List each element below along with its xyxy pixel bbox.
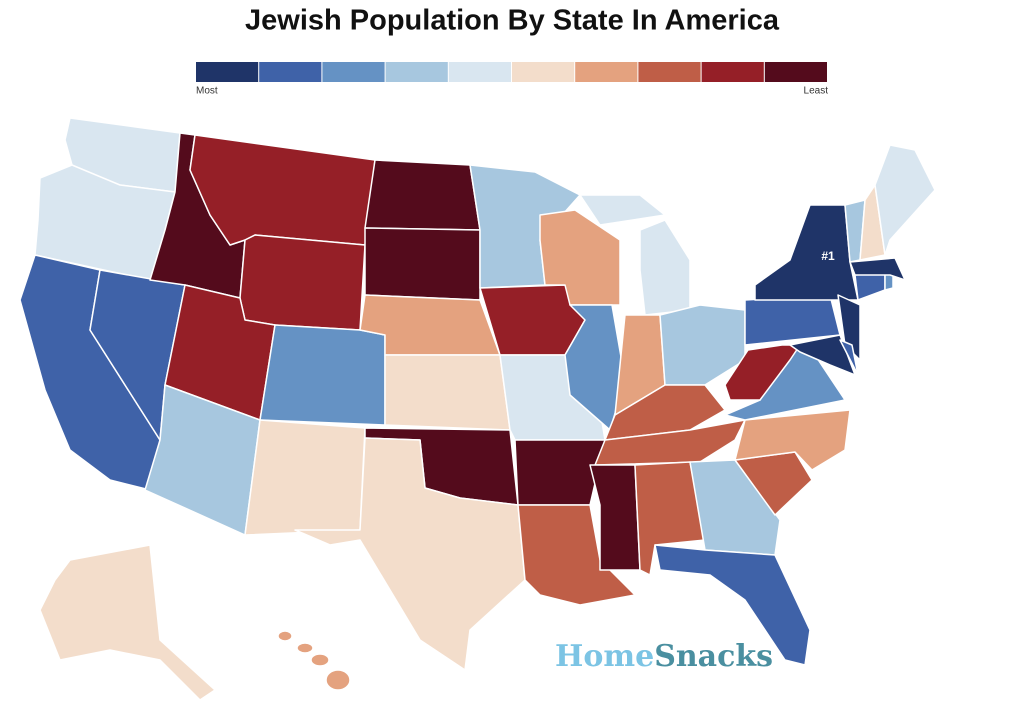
logo-part: Snacks [654,639,773,674]
state [654,544,811,666]
state [294,437,526,671]
state [849,257,906,281]
state [639,219,691,316]
state [854,271,886,301]
state [837,294,861,361]
state [364,159,481,231]
state [39,544,216,701]
legend-swatch [701,62,764,82]
state [144,384,261,536]
state [259,324,386,426]
state [310,653,330,667]
state [277,630,293,642]
state [517,504,636,606]
state [244,419,366,536]
legend-swatch [448,62,511,82]
legend-swatch [638,62,701,82]
logo: HomeSnacks [555,639,773,674]
title: Jewish Population By State In America [245,5,780,37]
legend-swatch [575,62,638,82]
states [19,117,936,701]
state [839,339,859,376]
legend-swatch [322,62,385,82]
legend-swatch [259,62,322,82]
state [724,344,801,401]
legend-swatch [764,62,827,82]
logo-part: Home [555,639,654,674]
state [754,204,859,301]
state [589,464,641,571]
state [564,304,626,431]
legend-swatch [512,62,575,82]
state [296,642,314,654]
state [325,669,351,691]
state [874,144,936,256]
state [239,234,366,331]
rank-label: #1 [821,249,835,263]
legend-low: Most [196,86,218,97]
state [579,194,666,226]
legend-swatch [196,62,259,82]
state [384,354,511,431]
state [789,334,856,376]
legend [196,62,827,82]
state [689,459,781,556]
state [364,227,481,301]
state [734,409,851,471]
legend-high: Least [804,86,829,97]
legend-swatch [385,62,448,82]
